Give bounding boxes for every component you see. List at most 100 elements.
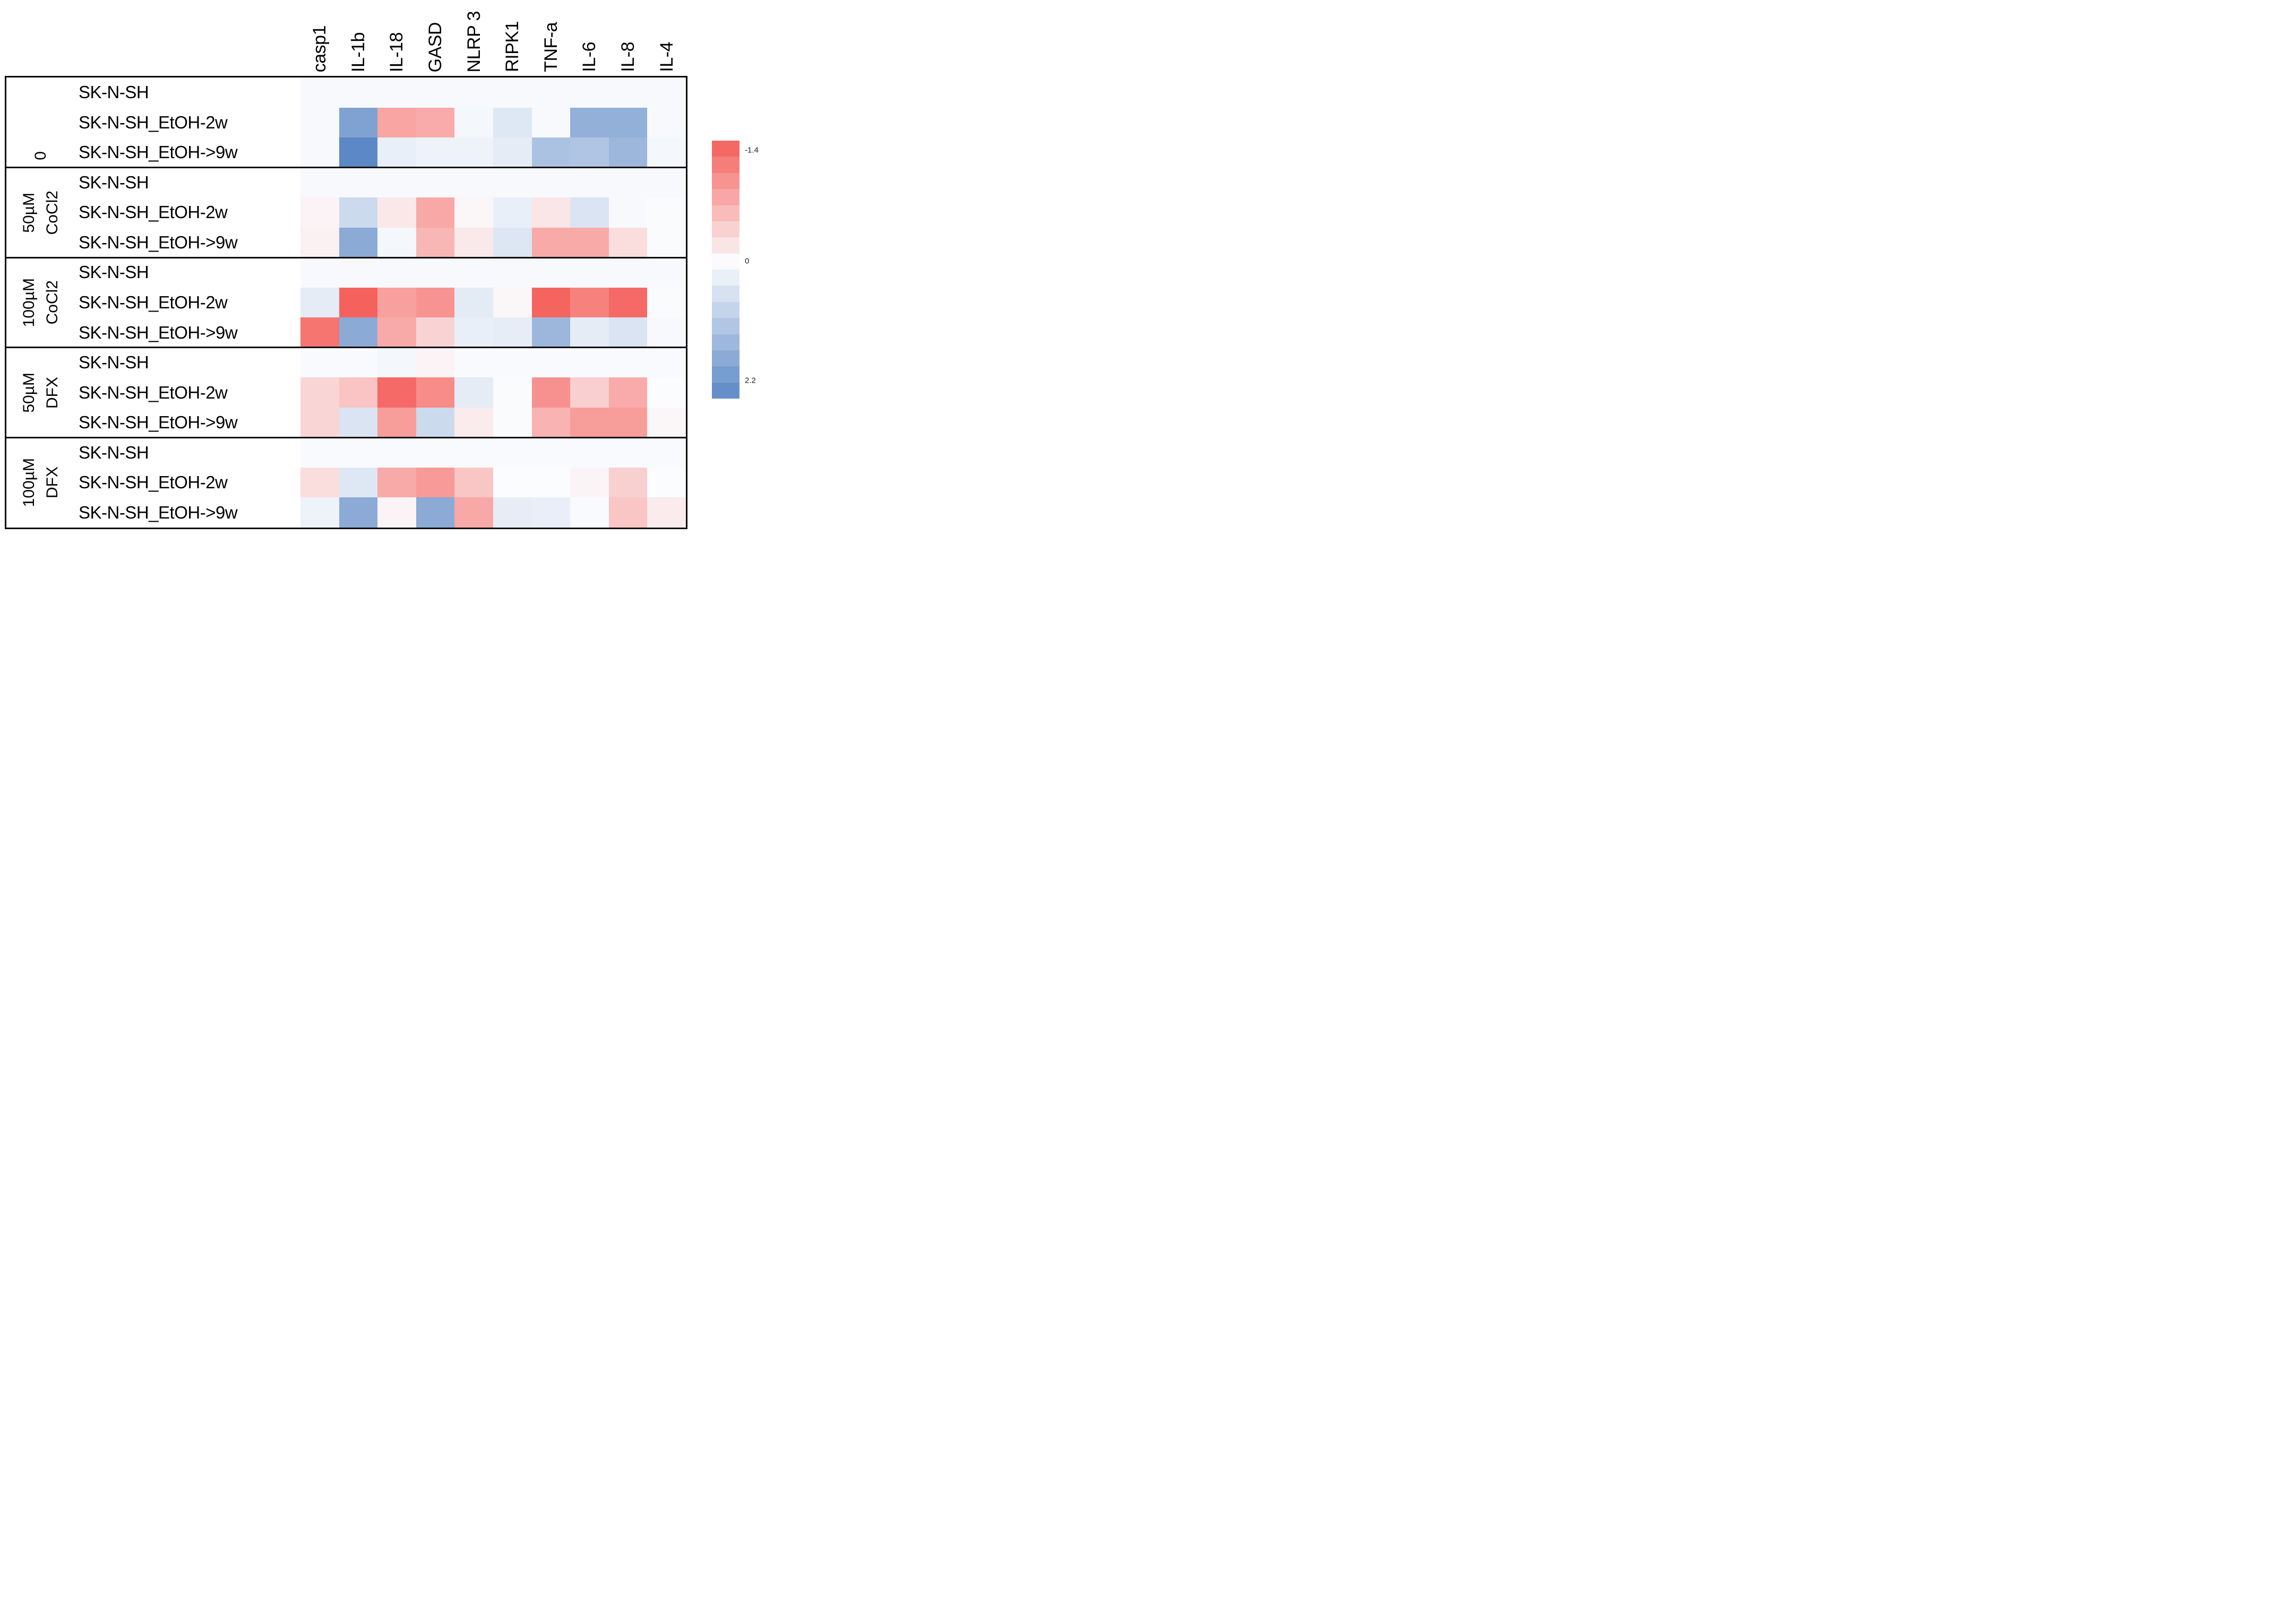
row-label: SK-N-SH xyxy=(79,262,149,282)
group-label-line: 50µM xyxy=(20,192,38,233)
colorbar-step xyxy=(712,318,739,334)
column-header: IL-18 xyxy=(377,0,416,74)
heatmap-cell xyxy=(531,467,571,498)
heatmap-cell xyxy=(300,467,339,498)
heatmap-cell xyxy=(454,107,493,138)
heatmap-cell xyxy=(647,437,686,468)
heatmap-table: 0 50µM CoCl2 100µM CoCl2 50µM DFX 100µM DFX SK-N… xyxy=(5,76,687,529)
heatmap-cell xyxy=(570,107,609,138)
heatmap-cell xyxy=(300,407,339,438)
heatmap-cell xyxy=(570,317,609,348)
column-header: IL-6 xyxy=(570,0,609,74)
row-label: SK-N-SH xyxy=(79,172,149,192)
group-label-line: 100µM xyxy=(20,458,38,507)
colorbar-step xyxy=(712,270,739,286)
heatmap-cell xyxy=(300,137,339,168)
heatmap-cell xyxy=(647,407,686,438)
heatmap-cell xyxy=(493,227,532,258)
heatmap-cell xyxy=(531,227,571,258)
heatmap-cell xyxy=(416,227,455,258)
heatmap-cell xyxy=(377,227,416,258)
row-label: SK-N-SH xyxy=(79,442,149,462)
heatmap-cell xyxy=(647,347,686,378)
heatmap-cell xyxy=(416,287,455,318)
heatmap-cell xyxy=(647,377,686,408)
column-header: NLRP 3 xyxy=(454,0,493,74)
heatmap-cell xyxy=(377,167,416,198)
heatmap-cell xyxy=(454,257,493,288)
row-label: SK-N-SH_EtOH-2w xyxy=(79,202,228,222)
heatmap-cell xyxy=(339,377,378,408)
heatmap-cell xyxy=(493,407,532,438)
row-label: SK-N-SH_EtOH->9w xyxy=(79,142,238,162)
heatmap-cell xyxy=(300,287,339,318)
heatmap-cell xyxy=(454,287,493,318)
heatmap-cell xyxy=(339,437,378,468)
row-label: SK-N-SH_EtOH-2w xyxy=(79,472,228,493)
column-header-label: IL-6 xyxy=(579,42,600,72)
colorbar-tick-top: -1.4 xyxy=(745,145,759,155)
heatmap-cell xyxy=(416,467,455,498)
heatmap-cell xyxy=(493,77,532,108)
column-header-label: IL-18 xyxy=(386,32,407,72)
heatmap-cell xyxy=(647,107,686,138)
heatmap-cell xyxy=(608,317,648,348)
heatmap-cell xyxy=(608,467,648,498)
heatmap-cell xyxy=(300,107,339,138)
heatmap-cell xyxy=(647,257,686,288)
colorbar-step xyxy=(712,253,739,270)
heatmap-cell xyxy=(531,407,571,438)
heatmap-cell xyxy=(377,317,416,348)
heatmap-cell xyxy=(531,347,571,378)
heatmap-cell xyxy=(493,257,532,288)
colorbar-step xyxy=(712,301,739,318)
column-header-label: IL-8 xyxy=(618,42,639,72)
heatmap-cell xyxy=(416,317,455,348)
heatmap-cell xyxy=(377,497,416,528)
colorbar-step xyxy=(712,221,739,238)
group-label: 50µM CoCl2 xyxy=(6,168,75,258)
heatmap-cell xyxy=(377,197,416,228)
heatmap-cell xyxy=(377,407,416,438)
group-label-line: 0 xyxy=(32,151,49,160)
column-headers: casp1 IL-1b IL-18 GASD NLRP 3 RIPK1 TNF-a IL-6 I… xyxy=(300,0,686,74)
heatmap-cell xyxy=(377,377,416,408)
heatmap-cell xyxy=(493,107,532,138)
heatmap-cell xyxy=(416,407,455,438)
column-header-label: GASD xyxy=(425,22,446,72)
heatmap-cell xyxy=(300,437,339,468)
heatmap-cell xyxy=(454,497,493,528)
heatmap-cell xyxy=(300,77,339,108)
heatmap-cell xyxy=(608,257,648,288)
column-header-label: IL-1b xyxy=(348,32,368,72)
heatmap-cell xyxy=(377,287,416,318)
heatmap-cell xyxy=(493,437,532,468)
heatmap-cell xyxy=(454,377,493,408)
colorbar-step xyxy=(712,189,739,205)
heatmap-cell xyxy=(531,317,571,348)
heatmap-cell xyxy=(647,197,686,228)
heatmap-cell xyxy=(339,77,378,108)
row-label: SK-N-SH_EtOH-2w xyxy=(79,292,228,312)
heatmap-cell xyxy=(493,467,532,498)
heatmap-cell xyxy=(647,167,686,198)
heatmap-cell xyxy=(339,257,378,288)
colorbar-step xyxy=(712,366,739,383)
heatmap-cell xyxy=(300,197,339,228)
heatmap-cell xyxy=(339,137,378,168)
heatmap-cell xyxy=(377,437,416,468)
heatmap-cell xyxy=(416,137,455,168)
heatmap-cell xyxy=(570,347,609,378)
heatmap-cell xyxy=(531,497,571,528)
group-separator xyxy=(5,167,687,169)
column-header: GASD xyxy=(416,0,455,74)
heatmap-cell xyxy=(339,497,378,528)
heatmap-cell xyxy=(416,77,455,108)
heatmap-cell xyxy=(377,467,416,498)
colorbar-step xyxy=(712,286,739,302)
heatmap-cell xyxy=(377,77,416,108)
column-header: IL-1b xyxy=(339,0,378,74)
row-labels: SK-N-SH SK-N-SH_EtOH-2w SK-N-SH_EtOH->9w SK… xyxy=(75,77,300,528)
colorbar-step xyxy=(712,382,739,399)
heatmap-cell xyxy=(608,77,648,108)
